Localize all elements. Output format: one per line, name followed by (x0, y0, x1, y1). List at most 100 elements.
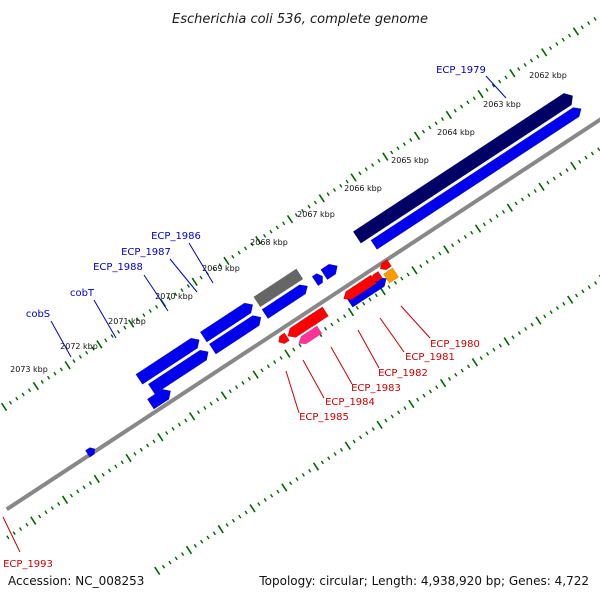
scale-tick (482, 222, 486, 227)
scale-tick (200, 539, 204, 544)
gene-reverse-small (379, 259, 392, 271)
scale-tick (93, 474, 100, 484)
scale-tick (548, 46, 553, 51)
gene-cobT-arrow (208, 315, 262, 355)
scale-tick (273, 360, 277, 364)
scale-tick (215, 397, 220, 402)
scale-tick (358, 435, 363, 440)
scale-tick (590, 151, 594, 156)
scale-tick (82, 485, 86, 490)
scale-tick (107, 468, 112, 473)
scale-tick (61, 495, 69, 504)
scale-tick (38, 514, 42, 519)
gene-label-ECP_1982: ECP_1982 (378, 368, 428, 379)
scale-tick (220, 391, 228, 400)
scale-tick (421, 129, 426, 134)
scale-tick (318, 194, 325, 203)
scale-tick (27, 388, 32, 393)
scale-tick (72, 359, 76, 363)
scale-tick (238, 514, 242, 519)
scale-label: 2070 kbp (155, 292, 193, 301)
scale-tick (40, 380, 44, 384)
scale-tick (217, 524, 224, 534)
scale-tick (535, 316, 542, 325)
scale-tick (543, 314, 547, 319)
scale-tick (485, 87, 489, 92)
scale-tick (181, 552, 185, 557)
gene-cobS-arrow (147, 349, 209, 395)
scale-label: 2062 kbp (529, 71, 567, 80)
leader-line-cobT (93, 299, 117, 339)
gene-label-ECP_1985: ECP_1985 (299, 412, 349, 423)
gene-label-ECP_1986: ECP_1986 (151, 231, 201, 242)
scale-tick (47, 375, 51, 380)
gene-ECP_1993-fwd (85, 447, 96, 458)
gene-reverse-tiny (278, 332, 290, 344)
scale-tick (501, 209, 506, 214)
scale-tick (57, 502, 61, 506)
leader-line-cobS (50, 320, 72, 358)
scale-tick (157, 432, 164, 442)
scale-tick (362, 301, 366, 306)
scale-tick (235, 385, 239, 389)
scale-tick (549, 310, 553, 315)
scale-tick (428, 389, 432, 394)
scale-tick (206, 535, 210, 540)
scale-tick (307, 204, 311, 209)
scale-tick (486, 352, 490, 356)
scale-tick (188, 412, 196, 421)
scale-tick (186, 284, 190, 288)
scale-tick (292, 347, 296, 352)
scale-tick (231, 518, 236, 523)
scale-tick (470, 230, 474, 235)
genome-backbone (5, 117, 600, 512)
scale-label: 2071 kbp (108, 317, 146, 326)
scale-tick (514, 201, 518, 206)
gene-forward-small (146, 388, 171, 410)
scale-tick (460, 368, 464, 373)
gene-ECP_1979 (352, 92, 573, 244)
scale-tick (110, 334, 114, 338)
scale-tick (428, 125, 432, 130)
scale-tick (336, 318, 340, 323)
scale-tick (114, 464, 118, 469)
scale-tick (594, 281, 598, 285)
scale-tick (463, 235, 467, 239)
scale-tick (161, 564, 166, 569)
scale-tick (135, 317, 140, 322)
leader-line-ECP_1982 (357, 329, 380, 369)
scale-tick (263, 234, 267, 238)
scale-tick (593, 17, 597, 21)
scale-tick (168, 560, 172, 565)
scale-tick (477, 89, 484, 99)
scale-tick (474, 224, 482, 233)
scale-tick (454, 372, 458, 377)
scale-tick (177, 422, 181, 427)
scale-tick (59, 367, 63, 372)
gene-label-ECP_1988: ECP_1988 (93, 262, 143, 273)
gene-label-ECP_1980: ECP_1980 (430, 339, 480, 350)
scale-tick (171, 426, 175, 431)
scale-tick (371, 427, 375, 431)
scale-tick (517, 67, 521, 71)
scale-tick (301, 473, 305, 477)
scale-tick (282, 221, 286, 226)
scale-tick (120, 460, 124, 465)
leader-line-ECP_1979 (485, 75, 507, 99)
scale-tick (199, 275, 203, 280)
scale-tick (96, 340, 103, 349)
scale-tick (165, 431, 169, 435)
scale-tick (570, 161, 577, 171)
scale-tick (565, 168, 569, 173)
scale-label: 2063 kbp (483, 100, 521, 109)
scale-tick (78, 355, 82, 359)
scale-tick (225, 523, 229, 527)
scale-tick (574, 293, 579, 298)
scale-tick (276, 489, 280, 494)
scale-tick (247, 376, 251, 381)
scale-tick (511, 335, 515, 340)
gene-forward (370, 107, 582, 250)
scale-tick (241, 381, 245, 385)
scale-tick (416, 397, 420, 402)
scale-tick (368, 297, 372, 302)
